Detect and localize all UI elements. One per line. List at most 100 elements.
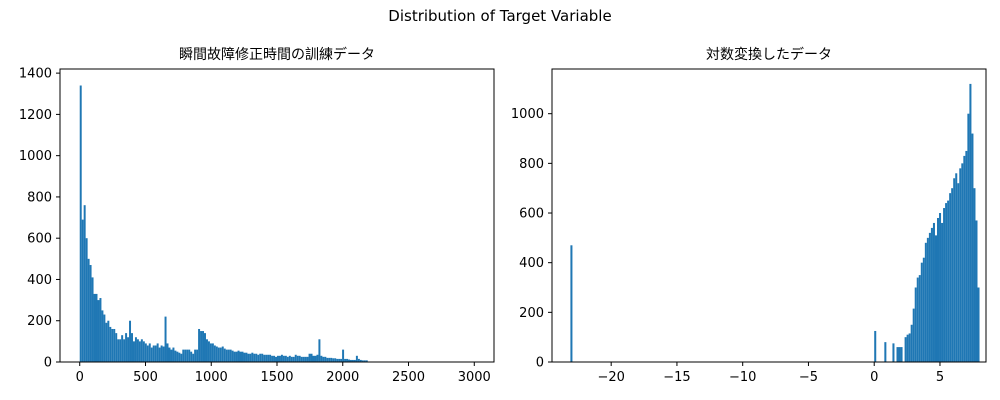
histogram-bar	[209, 343, 212, 362]
histogram-bar	[115, 333, 118, 362]
histogram-bar	[922, 257, 925, 362]
histogram-bar	[316, 354, 319, 362]
histogram-bar	[223, 348, 226, 362]
histogram-bar	[247, 353, 250, 362]
histogram-bar	[87, 258, 90, 362]
histogram-bar	[302, 356, 305, 362]
histogram-bar	[294, 354, 297, 362]
histogram-bar	[227, 349, 230, 362]
histogram-bar	[170, 349, 173, 362]
histogram-bar	[113, 328, 116, 362]
histogram-bar	[261, 353, 264, 362]
histogram-bar	[176, 351, 179, 362]
histogram-bar	[79, 85, 82, 362]
histogram-bar	[148, 343, 151, 362]
histogram-bar	[926, 237, 929, 362]
histogram-bar	[322, 356, 325, 362]
histogram-bar	[99, 298, 102, 362]
histogram-bar	[939, 213, 942, 362]
chart-right-x-axis: −20 −15 −10 −5 0 5	[597, 362, 944, 385]
y-tick-label: 600	[519, 207, 544, 222]
x-tick-label: 2500	[392, 370, 425, 385]
y-tick-label: 200	[519, 306, 544, 321]
chart-right-title: 対数変換したデータ	[706, 46, 832, 63]
histogram-bar	[363, 360, 366, 362]
histogram-bar	[172, 347, 175, 362]
histogram-bar	[182, 349, 185, 362]
histogram-bar	[570, 245, 573, 362]
histogram-bar	[928, 232, 931, 362]
x-tick-label: 1500	[260, 370, 293, 385]
y-tick-label: 800	[27, 190, 52, 205]
histogram-bar	[312, 355, 315, 362]
histogram-bar	[267, 354, 270, 362]
histogram-bar	[304, 356, 307, 362]
histogram-bar	[963, 155, 966, 362]
histogram-bar	[924, 242, 927, 362]
histogram-bar	[213, 345, 216, 362]
histogram-bar	[336, 358, 339, 362]
histogram-bar	[338, 358, 341, 362]
histogram-bar	[156, 343, 159, 362]
histogram-bar	[277, 355, 279, 362]
histogram-bar	[284, 355, 287, 362]
histogram-bar	[957, 183, 960, 362]
histogram-bar	[348, 359, 350, 362]
histogram-bar	[346, 358, 349, 362]
x-tick-label: −15	[663, 370, 690, 385]
histogram-bar	[908, 333, 911, 362]
histogram-bar	[233, 351, 236, 362]
histogram-bar	[884, 342, 887, 362]
chart-left-y-axis: 0 200 400 600 800 1000 1200 1400	[19, 67, 60, 371]
x-tick-label: −5	[799, 370, 818, 385]
histogram-bar	[142, 341, 145, 362]
histogram-bar	[961, 163, 964, 362]
histogram-bar	[263, 354, 266, 362]
histogram-bar	[324, 356, 327, 362]
histogram-bar	[136, 339, 139, 362]
histogram-bar	[874, 330, 877, 362]
histogram-bar	[306, 356, 309, 362]
histogram-bar	[168, 347, 171, 362]
histogram-bar	[359, 359, 362, 362]
histogram-bar	[296, 355, 299, 362]
x-tick-label: 1000	[195, 370, 228, 385]
histogram-bar	[160, 345, 163, 362]
histogram-bar	[205, 339, 208, 362]
histogram-bar	[892, 343, 895, 362]
x-tick-label: 3000	[458, 370, 491, 385]
chart-right-y-axis: 0 200 400 600 800 1000	[511, 107, 552, 371]
histogram-bar	[83, 205, 86, 362]
histogram-bar	[340, 358, 343, 362]
histogram-bar	[154, 345, 157, 362]
histogram-bar	[280, 354, 283, 362]
histogram-bar	[221, 346, 224, 362]
histogram-bar	[300, 356, 303, 362]
histogram-bar	[965, 150, 968, 362]
histogram-bar	[896, 347, 899, 362]
histogram-bar	[162, 346, 165, 362]
histogram-bar	[207, 341, 210, 362]
histogram-bar	[357, 358, 360, 362]
y-tick-label: 200	[27, 314, 52, 329]
histogram-bar	[184, 349, 187, 362]
histogram-bar	[288, 355, 291, 362]
histogram-bar	[127, 337, 130, 362]
histogram-bar	[229, 349, 232, 362]
y-tick-label: 400	[27, 273, 52, 288]
chart-right-bars	[570, 83, 980, 362]
histogram-bar	[132, 341, 135, 362]
chart-right: 対数変換したデータ −20 −15 −10 −5 0 5 0 200 400 600 800 100…	[511, 46, 987, 385]
histogram-bar	[89, 265, 92, 362]
histogram-bar	[904, 337, 907, 362]
histogram-bar	[123, 339, 126, 362]
histogram-bar	[81, 219, 84, 362]
histogram-bar	[200, 331, 203, 362]
chart-left-bars	[79, 85, 477, 362]
histogram-bar	[174, 350, 177, 362]
histogram-bar	[107, 320, 110, 362]
histogram-bar	[918, 275, 921, 362]
histogram-bar	[245, 352, 248, 362]
histogram-bar	[953, 178, 956, 362]
